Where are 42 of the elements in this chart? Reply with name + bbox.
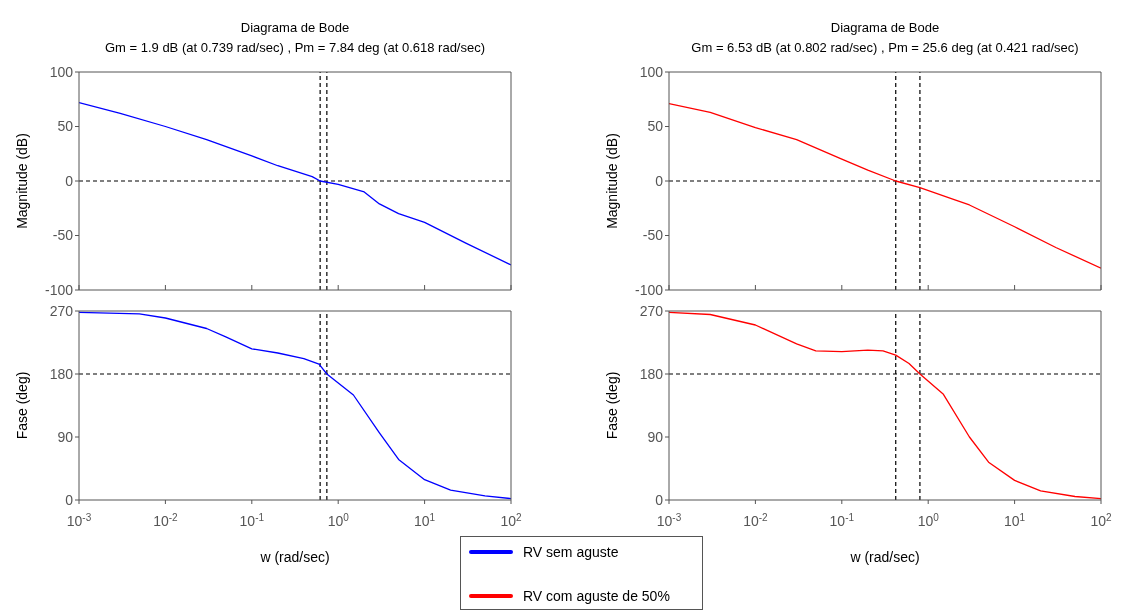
chart-title: Diagrama de Bode <box>239 19 351 37</box>
y-tick-label: 100 <box>639 63 664 80</box>
chart-subtitle: Gm = 1.9 dB (at 0.739 rad/sec) , Pm = 7.84 deg (at 0.618 rad/sec) <box>103 39 487 57</box>
x-tick-label: 10$^{-2}$ <box>153 511 179 529</box>
y-tick-label: 90 <box>647 428 664 445</box>
y-tick-label: 270 <box>639 302 664 319</box>
y-axis-title: Fase (deg) <box>603 371 620 440</box>
y-tick-label: 270 <box>49 302 74 319</box>
y-tick-label: 50 <box>57 118 74 135</box>
y-tick-label: 180 <box>639 365 664 382</box>
x-tick-label: 10$^{1}$ <box>1004 511 1026 529</box>
chart-subtitle: Gm = 6.53 dB (at 0.802 rad/sec) , Pm = 25.6 deg (at 0.421 rad/sec) <box>690 39 1080 57</box>
y-tick-label: 90 <box>57 428 74 445</box>
y-tick-label: 100 <box>49 63 74 80</box>
x-tick-label: 10$^{-3}$ <box>66 511 92 529</box>
y-tick-label: 0 <box>65 491 74 508</box>
legend-label: RV com aguste de 50% <box>523 588 670 604</box>
y-axis-title: Magnitude (dB) <box>603 133 620 229</box>
y-axis-title: Magnitude (dB) <box>13 133 30 229</box>
x-tick-label: 10$^{0}$ <box>917 511 940 529</box>
y-axis-title: Fase (deg) <box>13 371 30 440</box>
x-tick-label: 10$^{2}$ <box>500 511 523 529</box>
y-tick-label: -50 <box>642 227 664 244</box>
x-tick-label: 10$^{0}$ <box>327 511 350 529</box>
legend-label: RV sem aguste <box>523 544 619 560</box>
y-tick-label: 180 <box>49 365 74 382</box>
y-tick-label: 0 <box>65 172 74 189</box>
y-tick-label: 50 <box>647 118 664 135</box>
x-axis-title: w (rad/sec) <box>259 549 330 565</box>
x-axis-title: w (rad/sec) <box>849 549 920 565</box>
x-tick-label: 10$^{2}$ <box>1090 511 1113 529</box>
x-tick-label: 10$^{1}$ <box>414 511 436 529</box>
y-tick-label: -100 <box>44 281 74 298</box>
x-tick-label: 10$^{-1}$ <box>829 511 855 529</box>
chart-title: Diagrama de Bode <box>829 19 941 37</box>
y-tick-label: -100 <box>634 281 664 298</box>
y-tick-label: -50 <box>52 227 74 244</box>
x-tick-label: 10$^{-3}$ <box>656 511 682 529</box>
y-tick-label: 0 <box>655 491 664 508</box>
x-tick-label: 10$^{-2}$ <box>743 511 769 529</box>
y-tick-label: 0 <box>655 172 664 189</box>
x-tick-label: 10$^{-1}$ <box>239 511 265 529</box>
